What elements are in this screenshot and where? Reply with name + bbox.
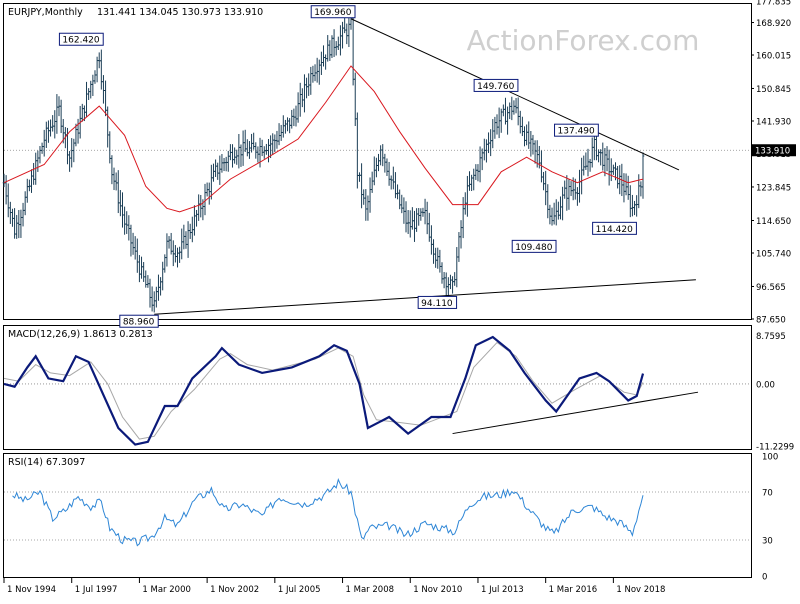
price-annotation-label: 162.420 — [62, 36, 99, 46]
price-title: EURJPY,Monthly — [8, 7, 83, 18]
last-price-label: 133.910 — [755, 147, 790, 157]
price-annotation: 109.480 — [511, 239, 557, 253]
price-y-tick-label: 150.845 — [756, 85, 791, 95]
rsi-layer: 100 70 30 0 — [4, 453, 778, 583]
price-y-tick-label: 141.930 — [756, 117, 791, 127]
x-tick-label: 1 Mar 2016 — [549, 585, 597, 595]
rsi-title: RSI(14) 67.3097 — [8, 457, 85, 468]
moving-average-line — [3, 65, 644, 213]
macd-panel-frame — [3, 325, 752, 450]
price-annotation-box — [417, 295, 458, 309]
price-annotation-label: 169.960 — [314, 8, 351, 18]
price-y-tick-label: 96.565 — [756, 283, 786, 293]
macd-signal-line — [3, 341, 644, 440]
price-y-tick-label: 105.740 — [756, 250, 791, 260]
x-tick-label: 1 Jul 2005 — [278, 585, 321, 595]
price-annotation-box — [592, 221, 637, 235]
price-annotation-box — [310, 5, 356, 19]
x-tick-label: 1 Jul 2013 — [481, 585, 524, 595]
macd-title: MACD(12,26,9) 1.8613 0.2813 — [8, 329, 153, 340]
price-y-tick-label: 168.920 — [756, 19, 791, 29]
price-annotation-label: 109.480 — [515, 243, 552, 253]
price-y-tick-label: 123.845 — [756, 183, 791, 193]
price-annotation-box — [511, 239, 557, 253]
price-annotation: 114.420 — [592, 221, 637, 235]
rsi-line — [12, 477, 644, 547]
x-tick-label: 1 Nov 1994 — [7, 585, 56, 595]
rsi-y-tick-label: 100 — [762, 453, 778, 463]
x-tick-label: 1 Mar 2008 — [346, 585, 394, 595]
macd-y-tick-label: 8.7595 — [756, 332, 786, 342]
price-annotation: 88.960 — [119, 314, 159, 328]
price-annotation-label: 114.420 — [596, 225, 633, 235]
x-tick-label: 1 Nov 2018 — [616, 585, 665, 595]
x-tick-label: 1 Mar 2000 — [142, 585, 190, 595]
price-annotation-label: 94.110 — [421, 299, 453, 309]
price-annotation-box — [119, 314, 159, 328]
macd-y-tick-label: -11.2299 — [756, 442, 794, 452]
rsi-panel-frame — [3, 453, 752, 578]
resistance-trendline — [350, 18, 680, 171]
x-tick-label: 1 Jul 1997 — [75, 585, 118, 595]
macd-line — [3, 335, 645, 446]
price-annotation: 169.960 — [310, 5, 356, 19]
price-annotation-box — [473, 78, 519, 92]
price-annotation-label: 149.760 — [477, 82, 514, 92]
last-price-badge — [752, 144, 796, 157]
macd-y-tick-label: 0.00 — [756, 380, 775, 390]
price-annotation: 162.420 — [58, 32, 104, 46]
ohlc-readout: 131.441 134.045 130.973 133.910 — [97, 7, 263, 18]
rsi-y-tick-label: 0 — [762, 573, 767, 583]
price-annotation-box — [58, 32, 104, 46]
x-tick-label: 1 Nov 2010 — [413, 585, 462, 595]
rsi-y-tick-label: 30 — [762, 537, 773, 547]
price-annotation-box — [554, 123, 599, 137]
price-y-tick-label-top: 177.835 — [756, 0, 791, 8]
x-axis: 1 Nov 1994 1 Jul 1997 1 Mar 2000 1 Nov 2002… — [3, 578, 665, 595]
price-annotation-label: 137.490 — [558, 127, 595, 137]
price-annotation: 137.490 — [554, 123, 599, 137]
price-y-tick-label: 114.650 — [756, 217, 791, 227]
macd-trendline — [452, 391, 699, 435]
macd-layer: 8.7595 0.00 -11.2299 — [3, 332, 794, 452]
price-annotation: 94.110 — [417, 295, 458, 309]
price-layer: 168.920160.015150.845141.930133.015123.8… — [2, 0, 796, 328]
price-y-tick-label: 87.650 — [756, 316, 786, 326]
rsi-y-tick-label: 70 — [762, 489, 773, 499]
price-y-tick-label: 160.015 — [756, 52, 791, 62]
price-bar — [641, 152, 645, 199]
price-annotation-label: 88.960 — [123, 318, 155, 328]
watermark: ActionForex.com — [467, 24, 700, 57]
price-annotation: 149.760 — [473, 78, 519, 92]
price-panel-frame — [3, 3, 752, 320]
x-tick-label: 1 Nov 2002 — [210, 585, 259, 595]
